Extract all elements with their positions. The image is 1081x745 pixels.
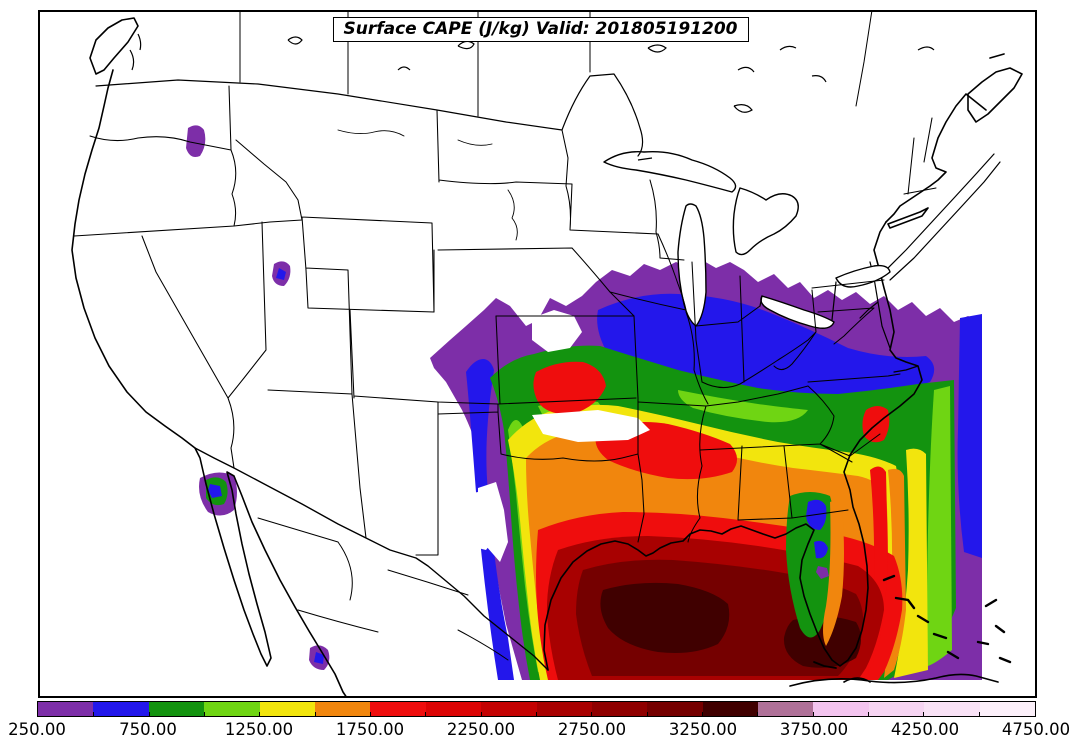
nova-scotia-coast — [967, 53, 1023, 123]
mexico-state-lines — [257, 517, 509, 661]
colorbar-tick — [757, 712, 759, 716]
cape-florida-green — [786, 492, 839, 638]
florida-keys — [813, 661, 837, 669]
colorbar-segment — [148, 702, 205, 716]
colorbar-segment — [813, 702, 869, 716]
colorbar-segment — [868, 702, 925, 716]
colorbar-tick — [259, 712, 261, 716]
colorbar-segment — [481, 702, 537, 716]
colorbar-segment — [979, 702, 1036, 716]
colorbar-tick — [978, 712, 980, 716]
colorbar-label: 1750.00 — [335, 720, 405, 739]
colorbar-label: 2250.00 — [446, 720, 516, 739]
map-frame — [38, 10, 1037, 698]
colorbar-tick — [536, 712, 537, 716]
colorbar-tick — [812, 712, 814, 716]
colorbar-tick — [204, 712, 205, 716]
long-island — [887, 207, 929, 229]
gulf-atlantic-coastline — [543, 221, 923, 671]
coastlines — [71, 17, 1023, 698]
colorbar-segment — [924, 702, 980, 716]
colorbar-label: 4250.00 — [890, 720, 960, 739]
colorbar-segment — [370, 702, 426, 716]
colorbar-segment — [425, 702, 482, 716]
colorbar-segment — [204, 702, 260, 716]
colorbar-segment — [38, 702, 94, 716]
colorbar-label: 2750.00 — [557, 720, 627, 739]
colorbar-tick — [314, 712, 316, 716]
colorbar-segment — [536, 702, 592, 716]
cape-spot-oregon — [186, 125, 206, 157]
cuba-coastline — [789, 673, 999, 687]
great-lakes — [603, 150, 891, 329]
colorbar-label: 750.00 — [119, 720, 177, 739]
colorbar-segment — [702, 702, 759, 716]
lake-superior — [603, 150, 737, 193]
pacific-baja-coastline — [71, 69, 348, 698]
newengland-coastline — [885, 93, 987, 223]
title-box: Surface CAPE (J/kg) Valid: 201805191200 — [332, 17, 749, 42]
colorbar-segment — [647, 702, 703, 716]
colorbar-tick — [646, 712, 648, 716]
colorbar-tick — [591, 712, 593, 716]
colorbar-tick — [480, 712, 482, 716]
colorbar-label: 1250.00 — [224, 720, 294, 739]
lake-ontario — [835, 264, 891, 288]
colorbar-label: 4750.00 — [1001, 720, 1071, 739]
vancouver-island — [89, 17, 139, 75]
colorbar — [37, 701, 1036, 717]
colorbar-tick — [148, 712, 150, 716]
colorbar-tick — [868, 712, 869, 716]
colorbar-labels: 250.00 750.00 1250.00 1750.00 2250.00 2750.00… — [0, 720, 1081, 742]
rivers — [337, 129, 518, 241]
colorbar-segment — [314, 702, 371, 716]
province-borders — [239, 10, 873, 117]
lake-huron — [732, 187, 799, 256]
colorbar-segment — [591, 702, 648, 716]
canada-border — [95, 73, 837, 321]
plot-title: Surface CAPE (J/kg) Valid: 201805191200 — [343, 19, 738, 39]
colorbar-tick — [425, 712, 427, 716]
colorbar-segment — [93, 702, 149, 716]
colorbar-label: 3250.00 — [668, 720, 738, 739]
colorbar-label: 250.00 — [8, 720, 66, 739]
colorbar-tick — [702, 712, 703, 716]
colorbar-segment — [259, 702, 315, 716]
colorbar-label: 3750.00 — [779, 720, 849, 739]
state-borders — [73, 10, 937, 671]
colorbar-tick — [923, 712, 925, 716]
colorbar-tick — [370, 712, 371, 716]
colorbar-segment — [758, 702, 814, 716]
st-lawrence-river — [883, 153, 1001, 281]
cape-field — [186, 125, 982, 680]
colorbar-tick — [93, 712, 95, 716]
bahamas-islands — [882, 574, 1012, 664]
lake-erie — [760, 295, 835, 329]
cape-map — [38, 10, 1037, 698]
us-mexico-border — [194, 447, 549, 671]
